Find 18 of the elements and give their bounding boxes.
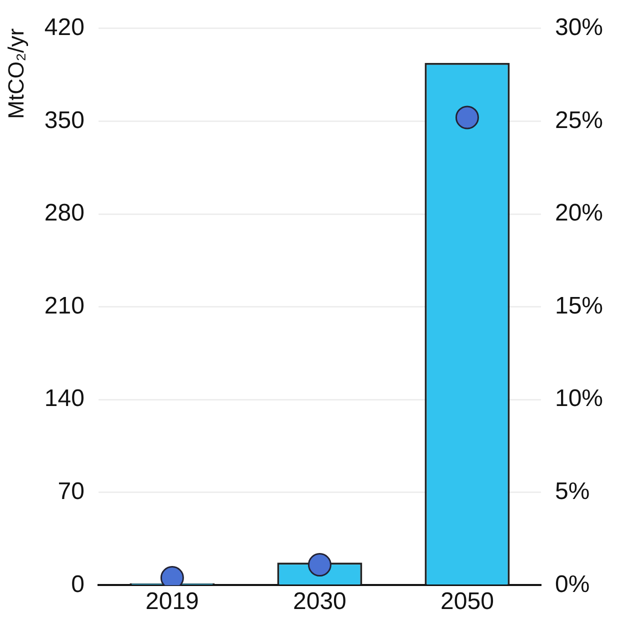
y-tick-label: 210	[44, 292, 84, 320]
y-axis-title: MtCO₂/yr	[3, 28, 28, 119]
y2-tick-label: 5%	[554, 478, 590, 506]
y-tick-label: 420	[44, 14, 84, 42]
y2-tick-label: 20%	[554, 200, 604, 227]
y2-tick-label: 10%	[554, 385, 604, 412]
y-tick-label: 350	[44, 106, 84, 134]
y-tick-label: 280	[44, 200, 84, 227]
y2-tick-label: 25%	[554, 106, 604, 134]
y2-tick-label: 30%	[554, 14, 604, 42]
x-tick-label: 2030	[293, 588, 346, 616]
y-tick-label: 140	[44, 385, 84, 412]
x-tick-label: 2050	[440, 588, 494, 616]
y-tick-label: 0	[71, 570, 84, 598]
x-tick-label: 2019	[146, 588, 199, 616]
y2-tick-label: 0%	[554, 570, 590, 598]
y-tick-label: 70	[58, 478, 84, 506]
y2-tick-label: 15%	[554, 292, 604, 320]
